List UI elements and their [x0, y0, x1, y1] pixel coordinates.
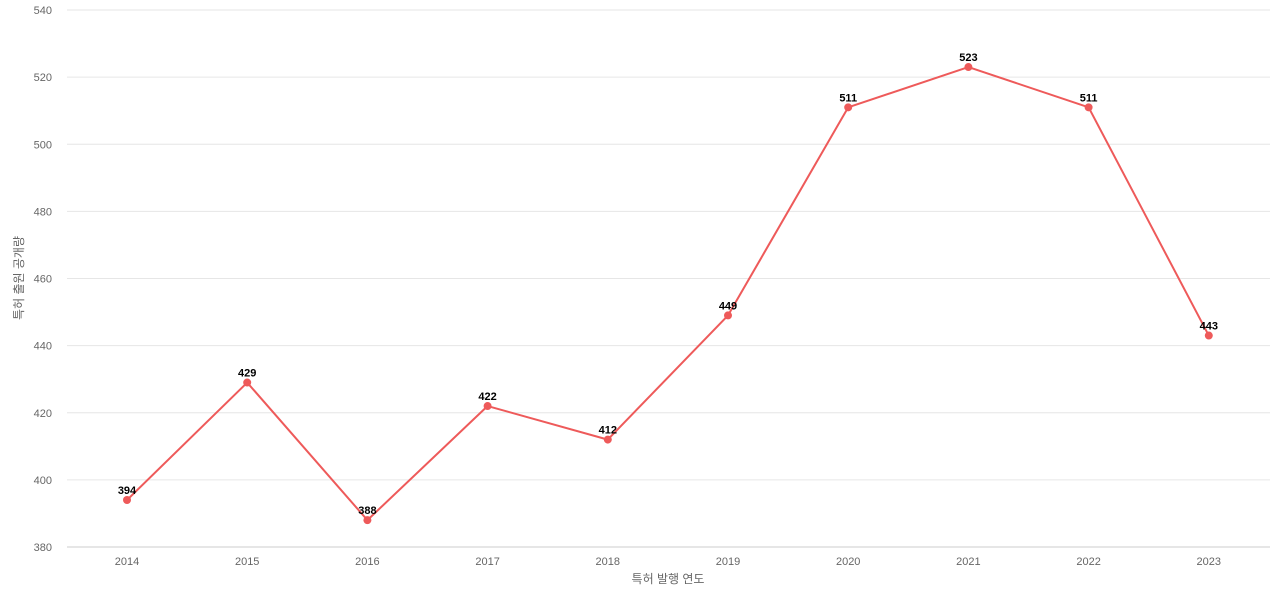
y-axis-title: 특허 출원 공개량 — [12, 236, 26, 320]
x-tick-label: 2020 — [836, 556, 860, 568]
y-tick-label: 420 — [34, 408, 52, 420]
series-line — [126, 66, 1210, 522]
series-layer — [123, 63, 1213, 525]
y-tick-label: 380 — [34, 542, 52, 554]
y-tick-label: 480 — [34, 206, 52, 218]
data-point[interactable] — [603, 435, 612, 444]
data-point[interactable] — [1084, 103, 1093, 112]
x-tick-label: 2014 — [115, 556, 139, 568]
x-tick-label: 2019 — [716, 556, 740, 568]
data-point[interactable] — [724, 311, 732, 320]
data-point[interactable] — [1204, 331, 1213, 340]
y-tick-label: 400 — [34, 475, 52, 487]
x-tick-label: 2015 — [235, 556, 259, 568]
x-axis-ticks: 2014 2015 2016 2017 2018 2019 2020 2021 2022 2023 — [115, 556, 1221, 568]
y-tick-label: 460 — [34, 274, 52, 286]
grid-lines — [67, 9, 1270, 548]
x-tick-label: 2023 — [1197, 556, 1221, 568]
x-tick-label: 2022 — [1076, 556, 1100, 568]
data-label: 449 — [719, 300, 737, 312]
data-label: 394 — [118, 485, 137, 497]
y-axis-ticks: 380 400 420 440 460 480 500 520 540 — [34, 5, 52, 554]
data-label: 523 — [959, 52, 977, 64]
x-axis-title: 특허 발행 연도 — [632, 571, 705, 586]
x-tick-label: 2018 — [596, 556, 620, 568]
data-label: 511 — [839, 92, 857, 104]
data-point[interactable] — [123, 496, 131, 505]
data-label: 429 — [238, 368, 256, 380]
data-point[interactable] — [363, 516, 372, 525]
x-tick-label: 2021 — [956, 556, 980, 568]
y-tick-label: 540 — [34, 5, 52, 17]
y-tick-label: 520 — [34, 72, 52, 84]
data-point[interactable] — [964, 63, 973, 72]
data-labels: 394 429 388 422 412 449 511 523 511 443 — [118, 52, 1218, 517]
data-label: 388 — [358, 505, 376, 517]
x-tick-label: 2016 — [355, 556, 379, 568]
data-point[interactable] — [243, 378, 252, 387]
data-point[interactable] — [483, 402, 492, 411]
y-tick-label: 500 — [34, 139, 52, 151]
x-tick-label: 2017 — [475, 556, 499, 568]
data-label: 511 — [1080, 92, 1098, 104]
data-label: 443 — [1200, 321, 1218, 333]
data-label: 422 — [478, 391, 496, 403]
data-point[interactable] — [844, 103, 853, 112]
data-label: 412 — [599, 425, 617, 437]
y-tick-label: 440 — [34, 341, 52, 353]
